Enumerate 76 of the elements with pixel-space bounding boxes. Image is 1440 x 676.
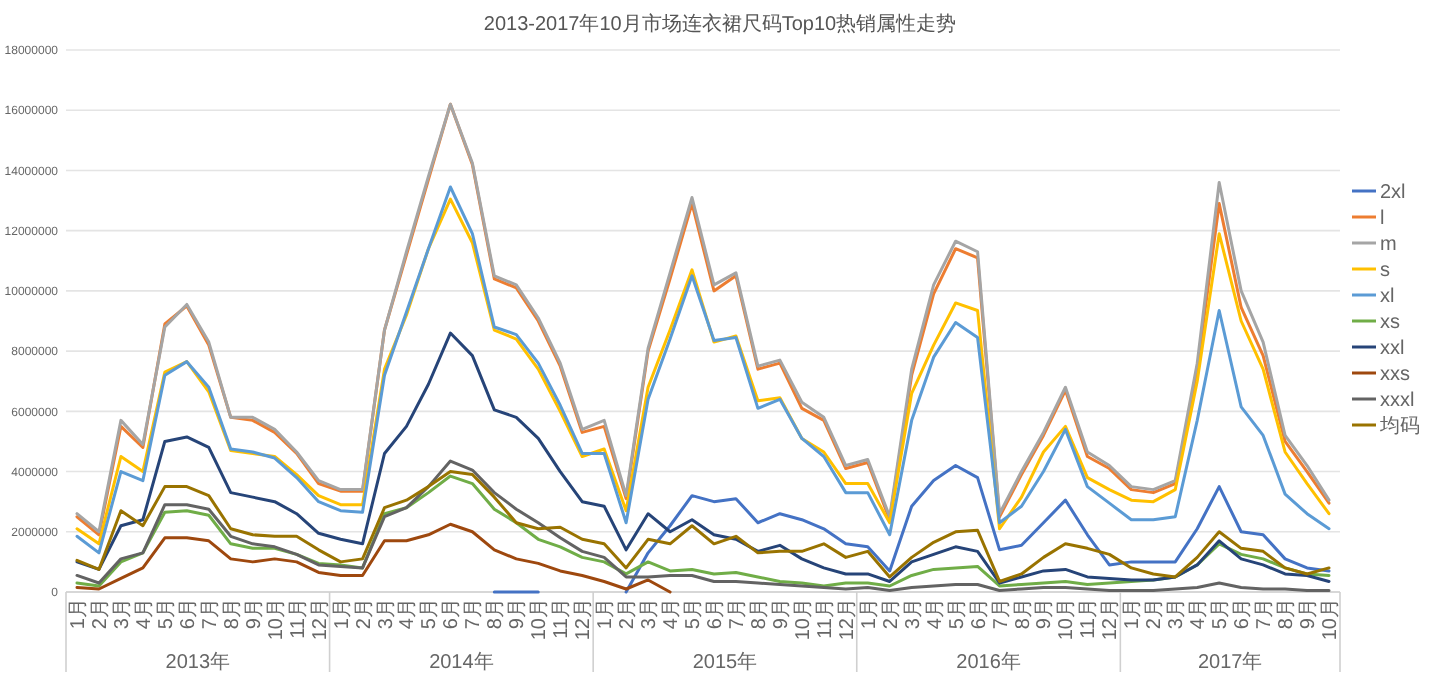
x-tick-label: 8月 [748,598,771,630]
x-tick-label: 1月 [595,598,618,630]
x-tick-label: 11月 [814,598,837,639]
x-tick-label: 5月 [683,598,706,630]
x-tick-label: 12月 [1100,598,1123,641]
text: 2014年 [429,650,494,674]
x-tick-label: 1月 [331,598,354,630]
x-tick-label: 10月 [529,598,552,641]
x-tick-label: 7月 [726,598,749,630]
x-tick-label: 11月 [287,598,310,639]
x-tick-label: 6月 [441,598,464,630]
x-tick-label: 5月 [1210,598,1233,630]
legend-label: 均码 [1378,414,1420,438]
x-tick-label: 7月 [199,598,222,630]
legend-label: xxs [1380,364,1410,386]
x-tick-label: 10月 [1320,598,1343,641]
x-tick-label: 10月 [792,598,815,641]
x-tick-label: 5月 [419,598,442,630]
x-tick-label: 6月 [1232,598,1255,630]
line-series [75,522,672,594]
x-tick-label: 9月 [243,598,266,630]
x-tick-label: 3月 [902,598,925,630]
legend-label: 2xl [1380,182,1406,204]
x-tick-label: 4月 [133,598,156,630]
x-tick-label: 4月 [661,598,684,630]
legend-label: m [1380,234,1397,256]
x-tick-label: 3月 [375,598,398,630]
x-tick-label: 1月 [67,598,90,630]
x-tick-label: 8月 [485,598,508,630]
x-tick-label: 8月 [1012,598,1035,630]
x-tick-label: 8月 [221,598,244,630]
x-tick-label: 3月 [1166,598,1189,630]
x-tick-label: 7月 [463,598,486,630]
x-tick-label: 2月 [617,598,640,630]
x-tick-label: 2月 [1144,598,1167,630]
x-tick-label: 12月 [309,598,332,641]
x-tick-label: 6月 [177,598,200,630]
x-tick-label: 3月 [639,598,662,630]
legend-label: xxl [1380,338,1405,360]
legend-label: s [1380,260,1390,282]
x-tick-label: 1月 [1122,598,1145,630]
x-tick-label: 10月 [265,598,288,641]
x-tick-label: 12月 [573,598,596,641]
x-tick-label: 2月 [89,598,112,630]
x-tick-label: 9月 [1298,598,1321,630]
text: 2013年 [165,650,231,674]
x-tick-label: 9月 [507,598,530,630]
x-tick-label: 6月 [968,598,991,630]
x-tick-label: 3月 [111,598,134,630]
x-tick-label: 12月 [836,598,859,641]
x-tick-label: 9月 [1034,598,1057,630]
x-tick-label: 7月 [1254,598,1277,630]
x-tick-label: 1月 [858,598,881,630]
chart-title: 2013-2017年10月市场连衣裙尺码Top10热销属性走势 [483,12,957,36]
x-tick-label: 5月 [155,598,178,630]
text: 2017年 [1197,650,1263,674]
x-tick-label: 5月 [946,598,969,630]
x-tick-label: 11月 [1078,598,1101,639]
x-tick-label: 4月 [924,598,947,630]
legend-label: xl [1380,286,1395,308]
x-tick-label: 4月 [397,598,420,630]
legend-label: xs [1380,312,1400,334]
text: 2016年 [956,650,1021,674]
line-series [75,331,1331,585]
legend-label: xxxl [1380,390,1415,412]
x-tick-label: 11月 [551,598,574,639]
x-tick-label: 2月 [353,598,376,630]
text: 2015年 [692,650,758,674]
legend-label: l [1380,208,1385,230]
x-tick-label: 6月 [704,598,727,630]
x-tick-label: 9月 [770,598,793,630]
x-tick-label: 4月 [1188,598,1211,630]
x-tick-label: 2月 [880,598,903,630]
x-tick-label: 7月 [990,598,1013,630]
x-tick-label: 10月 [1056,598,1079,641]
x-tick-label: 8月 [1276,598,1299,630]
